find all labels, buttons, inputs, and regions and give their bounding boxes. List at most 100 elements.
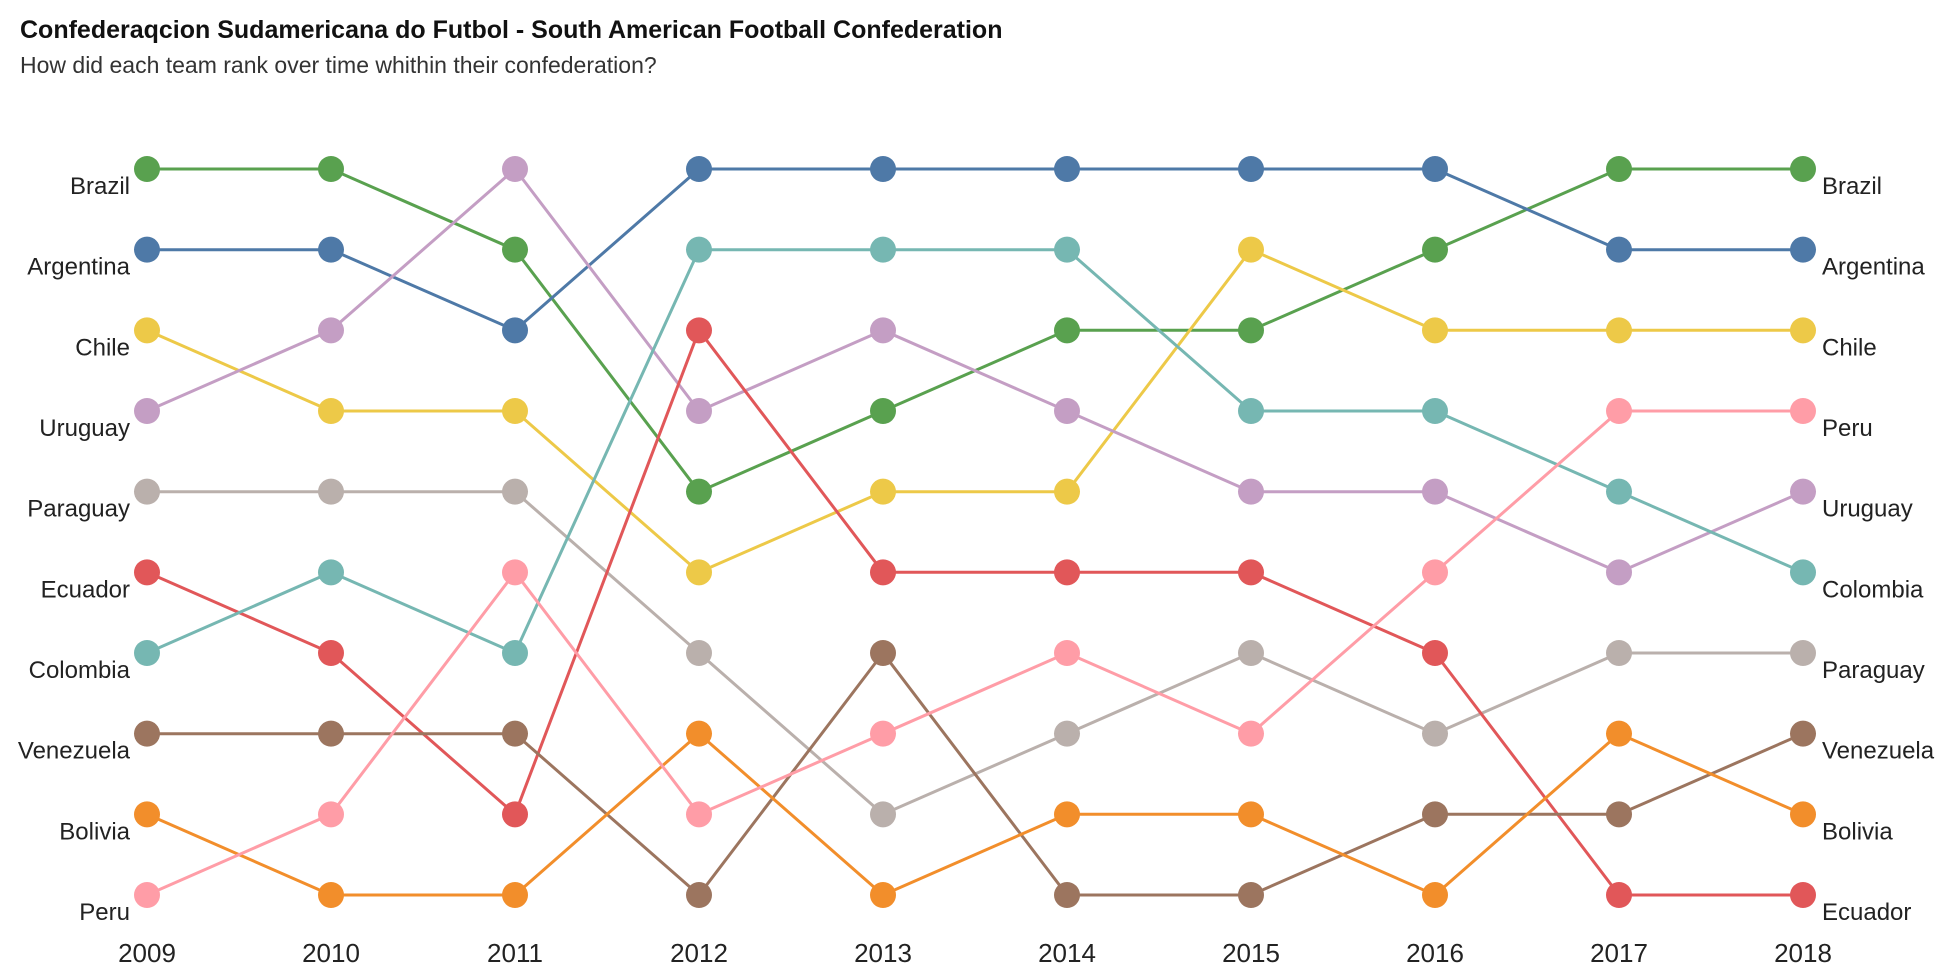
right-label-chile: Chile bbox=[1822, 334, 1877, 361]
point-colombia-2017 bbox=[1606, 478, 1632, 505]
point-bolivia-2018 bbox=[1790, 801, 1816, 828]
point-colombia-2012 bbox=[686, 236, 712, 263]
point-argentina-2012 bbox=[686, 156, 712, 182]
point-chile-2017 bbox=[1606, 317, 1632, 344]
point-uruguay-2010 bbox=[318, 317, 344, 344]
point-brazil-2017 bbox=[1606, 156, 1632, 182]
point-colombia-2014 bbox=[1054, 236, 1080, 263]
point-argentina-2014 bbox=[1054, 156, 1080, 182]
point-uruguay-2017 bbox=[1606, 559, 1632, 586]
point-paraguay-2014 bbox=[1054, 720, 1080, 747]
point-peru-2012 bbox=[686, 801, 712, 828]
point-chile-2016 bbox=[1422, 317, 1448, 344]
point-bolivia-2009 bbox=[134, 801, 160, 828]
point-venezuela-2015 bbox=[1238, 882, 1264, 908]
point-brazil-2009 bbox=[134, 156, 160, 182]
point-uruguay-2018 bbox=[1790, 478, 1816, 505]
point-argentina-2013 bbox=[870, 156, 896, 182]
right-labels: Brazil Argentina Chile Peru Uruguay Colombia P… bbox=[1822, 173, 1935, 926]
point-chile-2012 bbox=[686, 559, 712, 586]
point-peru-2016 bbox=[1422, 559, 1448, 586]
x-axis-ticks: 2009 2010 2011 2012 2013 2014 2015 2016 2017 2018 bbox=[118, 938, 1832, 968]
point-paraguay-2011 bbox=[502, 478, 528, 505]
point-argentina-2010 bbox=[318, 236, 344, 263]
point-colombia-2013 bbox=[870, 236, 896, 263]
x-tick-2010: 2010 bbox=[302, 938, 360, 968]
point-argentina-2016 bbox=[1422, 156, 1448, 182]
point-ecuador-2013 bbox=[870, 559, 896, 586]
point-uruguay-2015 bbox=[1238, 478, 1264, 505]
point-uruguay-2012 bbox=[686, 398, 712, 424]
point-chile-2009 bbox=[134, 317, 160, 344]
point-uruguay-2009 bbox=[134, 398, 160, 424]
right-label-bolivia: Bolivia bbox=[1822, 818, 1893, 845]
point-venezuela-2017 bbox=[1606, 801, 1632, 828]
point-uruguay-2016 bbox=[1422, 478, 1448, 505]
chart-subtitle: How did each team rank over time whithin… bbox=[20, 52, 657, 78]
left-label-bolivia: Bolivia bbox=[59, 818, 130, 845]
point-ecuador-2016 bbox=[1422, 640, 1448, 666]
point-uruguay-2013 bbox=[870, 317, 896, 344]
point-chile-2018 bbox=[1790, 317, 1816, 344]
x-tick-2017: 2017 bbox=[1590, 938, 1648, 968]
left-label-paraguay: Paraguay bbox=[27, 496, 130, 523]
point-venezuela-2010 bbox=[318, 720, 344, 747]
point-ecuador-2018 bbox=[1790, 882, 1816, 908]
left-label-uruguay: Uruguay bbox=[39, 415, 130, 442]
point-ecuador-2017 bbox=[1606, 882, 1632, 908]
right-label-ecuador: Ecuador bbox=[1822, 899, 1911, 926]
left-labels: Brazil Argentina Chile Uruguay Paraguay Ecuad… bbox=[18, 173, 131, 926]
series-line-venezuela bbox=[147, 651, 1804, 897]
point-colombia-2011 bbox=[502, 640, 528, 666]
point-argentina-2018 bbox=[1790, 236, 1816, 263]
point-bolivia-2010 bbox=[318, 882, 344, 908]
left-label-peru: Peru bbox=[79, 899, 130, 926]
point-chile-2014 bbox=[1054, 478, 1080, 505]
series-line-colombia bbox=[146, 248, 1804, 655]
right-label-argentina: Argentina bbox=[1822, 254, 1925, 281]
x-tick-2009: 2009 bbox=[118, 938, 176, 968]
point-bolivia-2012 bbox=[686, 720, 712, 747]
point-peru-2017 bbox=[1606, 398, 1632, 424]
point-peru-2015 bbox=[1238, 720, 1264, 747]
point-ecuador-2010 bbox=[318, 640, 344, 666]
point-venezuela-2009 bbox=[134, 720, 160, 747]
point-venezuela-2014 bbox=[1054, 882, 1080, 908]
right-label-venezuela: Venezuela bbox=[1822, 738, 1935, 765]
point-brazil-2010 bbox=[318, 156, 344, 182]
point-brazil-2016 bbox=[1422, 236, 1448, 263]
series-line-ecuador bbox=[146, 328, 1803, 897]
x-tick-2016: 2016 bbox=[1406, 938, 1464, 968]
series-line-chile bbox=[146, 248, 1803, 574]
x-tick-2011: 2011 bbox=[487, 938, 543, 968]
left-label-colombia: Colombia bbox=[29, 657, 131, 684]
point-ecuador-2011 bbox=[502, 801, 528, 828]
point-venezuela-2013 bbox=[870, 640, 896, 666]
x-tick-2015: 2015 bbox=[1222, 938, 1280, 968]
point-brazil-2018 bbox=[1790, 156, 1816, 182]
x-tick-2012: 2012 bbox=[670, 938, 728, 968]
series-line-bolivia bbox=[146, 732, 1804, 897]
point-bolivia-2011 bbox=[502, 882, 528, 908]
x-tick-2018: 2018 bbox=[1774, 938, 1832, 968]
right-label-brazil: Brazil bbox=[1822, 173, 1882, 200]
left-label-chile: Chile bbox=[75, 334, 130, 361]
point-paraguay-2009 bbox=[134, 478, 160, 505]
x-tick-2013: 2013 bbox=[854, 938, 912, 968]
point-ecuador-2015 bbox=[1238, 559, 1264, 586]
point-argentina-2017 bbox=[1606, 236, 1632, 263]
point-bolivia-2017 bbox=[1606, 720, 1632, 747]
point-peru-2011 bbox=[502, 559, 528, 586]
point-peru-2014 bbox=[1054, 640, 1080, 666]
point-venezuela-2012 bbox=[686, 882, 712, 908]
right-label-peru: Peru bbox=[1822, 415, 1873, 442]
series-line-paraguay bbox=[147, 490, 1803, 816]
point-bolivia-2014 bbox=[1054, 801, 1080, 828]
right-label-colombia: Colombia bbox=[1822, 576, 1924, 603]
series-line-uruguay bbox=[146, 167, 1804, 574]
x-tick-2014: 2014 bbox=[1038, 938, 1096, 968]
point-colombia-2009 bbox=[134, 640, 160, 666]
point-colombia-2016 bbox=[1422, 398, 1448, 424]
point-colombia-2010 bbox=[318, 559, 344, 586]
